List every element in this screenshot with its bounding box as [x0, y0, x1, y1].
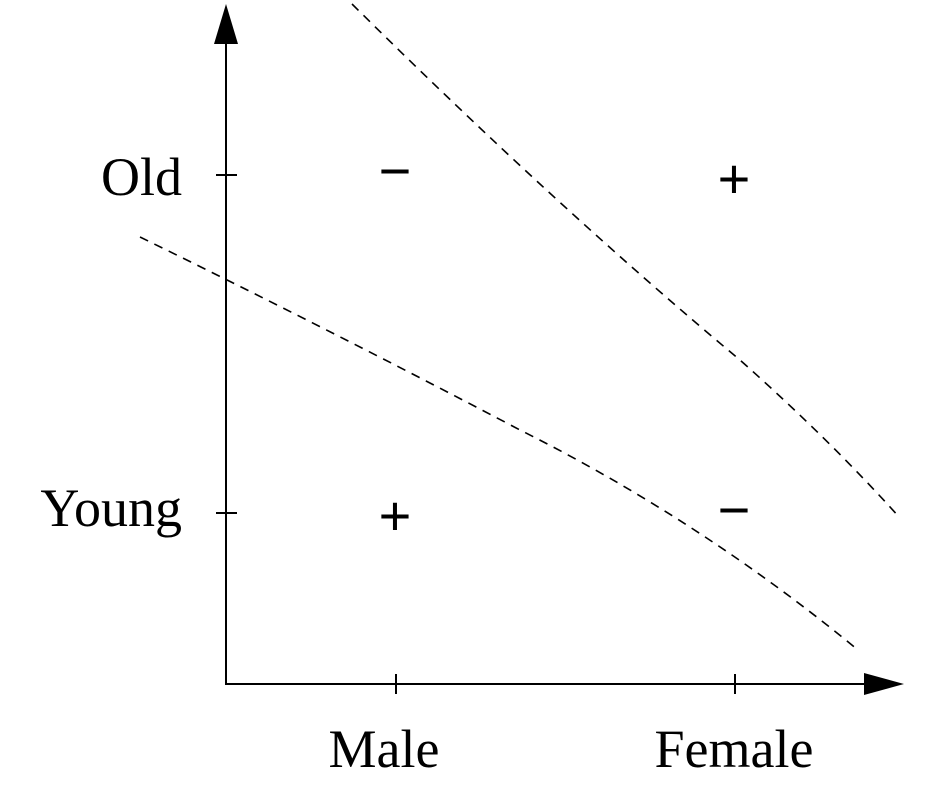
sign-female-young: −: [718, 478, 751, 541]
x-axis-arrowhead: [864, 673, 904, 695]
sign-male-young: +: [379, 484, 412, 547]
lower-dashed-boundary: [139, 236, 859, 651]
y-tick-label-young: Young: [40, 478, 182, 538]
y-axis-arrowhead: [214, 4, 238, 44]
sign-male-old: −: [379, 139, 412, 202]
x-tick-label-female: Female: [655, 719, 814, 779]
x-tick-label-male: Male: [329, 719, 440, 779]
sign-female-old: +: [718, 147, 751, 210]
upper-dashed-boundary: [351, 3, 901, 519]
y-tick-label-old: Old: [101, 147, 182, 207]
